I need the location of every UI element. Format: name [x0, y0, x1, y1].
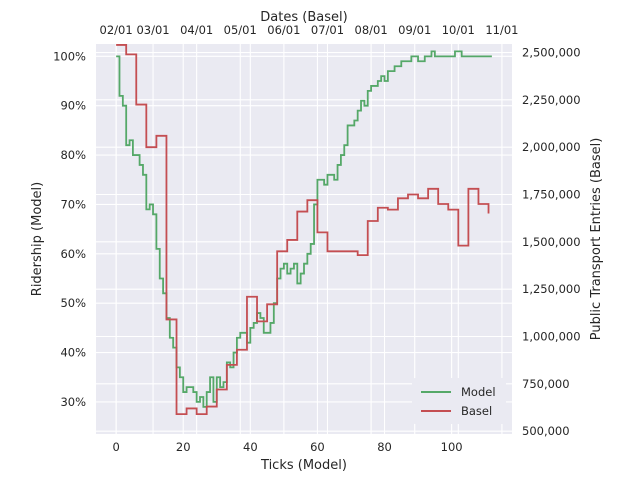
right-tick-label: 2,500,000 — [522, 46, 581, 60]
plot-background — [96, 44, 512, 434]
x-tick-label: 100 — [441, 440, 463, 454]
top-tick-label: 05/01 — [224, 23, 257, 37]
top-tick-label: 08/01 — [355, 23, 388, 37]
right-tick-label: 750,000 — [522, 377, 570, 391]
right-tick-label: 1,000,000 — [522, 330, 581, 344]
x-tick-label: 80 — [377, 440, 392, 454]
left-tick-label: 30% — [60, 395, 86, 409]
right-tick-label: 500,000 — [522, 424, 570, 438]
left-axis-label: Ridership (Model) — [30, 182, 45, 296]
right-tick-label: 1,500,000 — [522, 235, 581, 249]
right-tick-label: 1,750,000 — [522, 188, 581, 202]
legend-box — [412, 378, 506, 424]
top-tick-label: 04/01 — [180, 23, 213, 37]
left-tick-label: 100% — [53, 49, 86, 63]
grid-lines — [96, 44, 512, 434]
left-tick-label: 40% — [60, 346, 86, 360]
x-tick-label: 40 — [243, 440, 258, 454]
top-tick-label: 02/01 — [100, 23, 133, 37]
series-model-line — [116, 50, 492, 408]
x-tick-label: 0 — [112, 440, 119, 454]
left-tick-label: 90% — [60, 99, 86, 113]
left-tick-label: 80% — [60, 148, 86, 162]
top-tick-label: 06/01 — [267, 23, 300, 37]
top-tick-label: 09/01 — [398, 23, 431, 37]
left-tick-label: 50% — [60, 296, 86, 310]
top-tick-label: 07/01 — [311, 23, 344, 37]
top-axis-label: Dates (Basel) — [260, 10, 347, 25]
legend-basel-label: Basel — [461, 404, 492, 418]
right-tick-label: 2,250,000 — [522, 93, 581, 107]
x-axis-label: Ticks (Model) — [260, 458, 347, 473]
x-tick-label: 60 — [310, 440, 325, 454]
legend: Model Basel — [412, 378, 506, 424]
series-layer — [116, 44, 492, 416]
top-tick-label: 03/01 — [136, 23, 169, 37]
left-tick-label: 60% — [60, 247, 86, 261]
x-tick-label: 20 — [176, 440, 191, 454]
right-tick-label: 2,000,000 — [522, 140, 581, 154]
right-axis-label: Public Transport Entries (Basel) — [589, 138, 604, 341]
right-tick-label: 1,250,000 — [522, 282, 581, 296]
top-tick-label: 10/01 — [442, 23, 475, 37]
left-tick-label: 70% — [60, 197, 86, 211]
tick-labels: 0 20 40 60 80 100 02/01 03/01 04/01 05/01 06/01 07/… — [53, 23, 580, 454]
series-basel-line — [116, 44, 490, 416]
legend-model-label: Model — [461, 385, 496, 399]
top-tick-label: 11/01 — [485, 23, 518, 37]
